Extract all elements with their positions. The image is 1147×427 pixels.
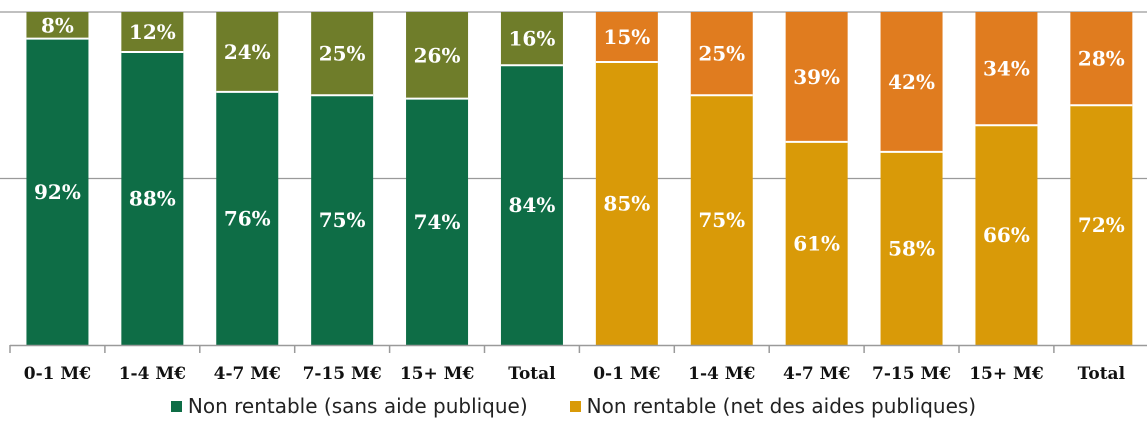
data-label-bottom-6: 84% bbox=[509, 193, 556, 217]
data-label-top-9: 39% bbox=[793, 65, 840, 89]
x-tick-label-5: 15+ M€ bbox=[400, 364, 475, 384]
legend-swatch-gold bbox=[569, 400, 581, 412]
bar-segment-bottom-3 bbox=[216, 91, 279, 345]
bar-segment-bottom-12 bbox=[1070, 105, 1133, 346]
bar-segment-bottom-11 bbox=[975, 125, 1038, 345]
x-tick-label-7: 0-1 M€ bbox=[593, 364, 660, 384]
chart-legend: Non rentable (sans aide publique) Non re… bbox=[0, 394, 1147, 418]
bar-segment-bottom-8 bbox=[690, 95, 753, 345]
bar-segment-top-3 bbox=[216, 12, 279, 92]
data-label-bottom-11: 66% bbox=[983, 223, 1030, 247]
x-tick-label-12: Total bbox=[1078, 364, 1126, 384]
x-tick-label-4: 7-15 M€ bbox=[303, 364, 382, 384]
data-label-bottom-9: 61% bbox=[793, 231, 840, 255]
legend-item-net-aides: Non rentable (net des aides publiques) bbox=[569, 394, 977, 418]
x-tick-label-1: 0-1 M€ bbox=[24, 364, 91, 384]
bar-segment-top-4 bbox=[311, 12, 374, 96]
data-label-top-10: 42% bbox=[888, 70, 935, 94]
legend-swatch-green bbox=[170, 400, 182, 412]
bar-segment-top-10 bbox=[880, 12, 943, 152]
data-label-top-3: 24% bbox=[224, 40, 271, 64]
bar-segment-bottom-9 bbox=[785, 141, 848, 345]
bar-segment-top-2 bbox=[121, 12, 184, 52]
bar-segment-bottom-6 bbox=[500, 65, 563, 345]
bar-segment-bottom-5 bbox=[406, 98, 469, 345]
legend-label-net-aides: Non rentable (net des aides publiques) bbox=[586, 394, 977, 418]
data-label-bottom-2: 88% bbox=[129, 186, 176, 210]
data-label-bottom-1: 92% bbox=[34, 180, 81, 204]
data-label-top-5: 26% bbox=[414, 43, 461, 67]
x-tick-label-11: 15+ M€ bbox=[969, 364, 1044, 384]
legend-label-sans-aide: Non rentable (sans aide publique) bbox=[187, 394, 528, 418]
x-tick-label-6: Total bbox=[508, 364, 556, 384]
legend-item-sans-aide: Non rentable (sans aide publique) bbox=[170, 394, 528, 418]
data-label-top-6: 16% bbox=[509, 27, 556, 51]
bar-segment-top-12 bbox=[1070, 12, 1133, 106]
data-label-top-8: 25% bbox=[698, 42, 745, 66]
bar-segment-top-9 bbox=[785, 12, 848, 142]
bar-segment-bottom-4 bbox=[311, 95, 374, 345]
bar-segment-bottom-2 bbox=[121, 51, 184, 346]
data-label-top-1: 8% bbox=[41, 13, 74, 37]
data-label-top-11: 34% bbox=[983, 57, 1030, 81]
data-label-bottom-7: 85% bbox=[603, 191, 650, 215]
data-label-top-7: 15% bbox=[603, 25, 650, 49]
bar-segment-top-11 bbox=[975, 12, 1038, 126]
data-label-bottom-8: 75% bbox=[698, 208, 745, 232]
data-label-bottom-12: 72% bbox=[1078, 213, 1125, 237]
x-tick-label-9: 4-7 M€ bbox=[783, 364, 850, 384]
data-label-bottom-5: 74% bbox=[414, 210, 461, 234]
data-label-top-2: 12% bbox=[129, 20, 176, 44]
data-label-bottom-10: 58% bbox=[888, 236, 935, 260]
data-label-bottom-4: 75% bbox=[319, 208, 366, 232]
bar-segment-top-7 bbox=[595, 12, 658, 62]
bar-segment-bottom-10 bbox=[880, 151, 943, 345]
x-tick-label-10: 7-15 M€ bbox=[872, 364, 951, 384]
x-tick-label-8: 1-4 M€ bbox=[688, 364, 755, 384]
bar-segment-top-6 bbox=[500, 12, 563, 66]
x-tick-label-2: 1-4 M€ bbox=[119, 364, 186, 384]
data-label-top-12: 28% bbox=[1078, 47, 1125, 71]
data-label-bottom-3: 76% bbox=[224, 206, 271, 230]
x-tick-label-3: 4-7 M€ bbox=[214, 364, 281, 384]
bar-segment-top-8 bbox=[690, 12, 753, 96]
bar-segment-top-5 bbox=[406, 12, 469, 99]
bar-segment-top-1 bbox=[26, 12, 89, 39]
bar-segment-bottom-7 bbox=[595, 61, 658, 345]
bar-segment-bottom-1 bbox=[26, 38, 89, 345]
data-label-top-4: 25% bbox=[319, 42, 366, 66]
